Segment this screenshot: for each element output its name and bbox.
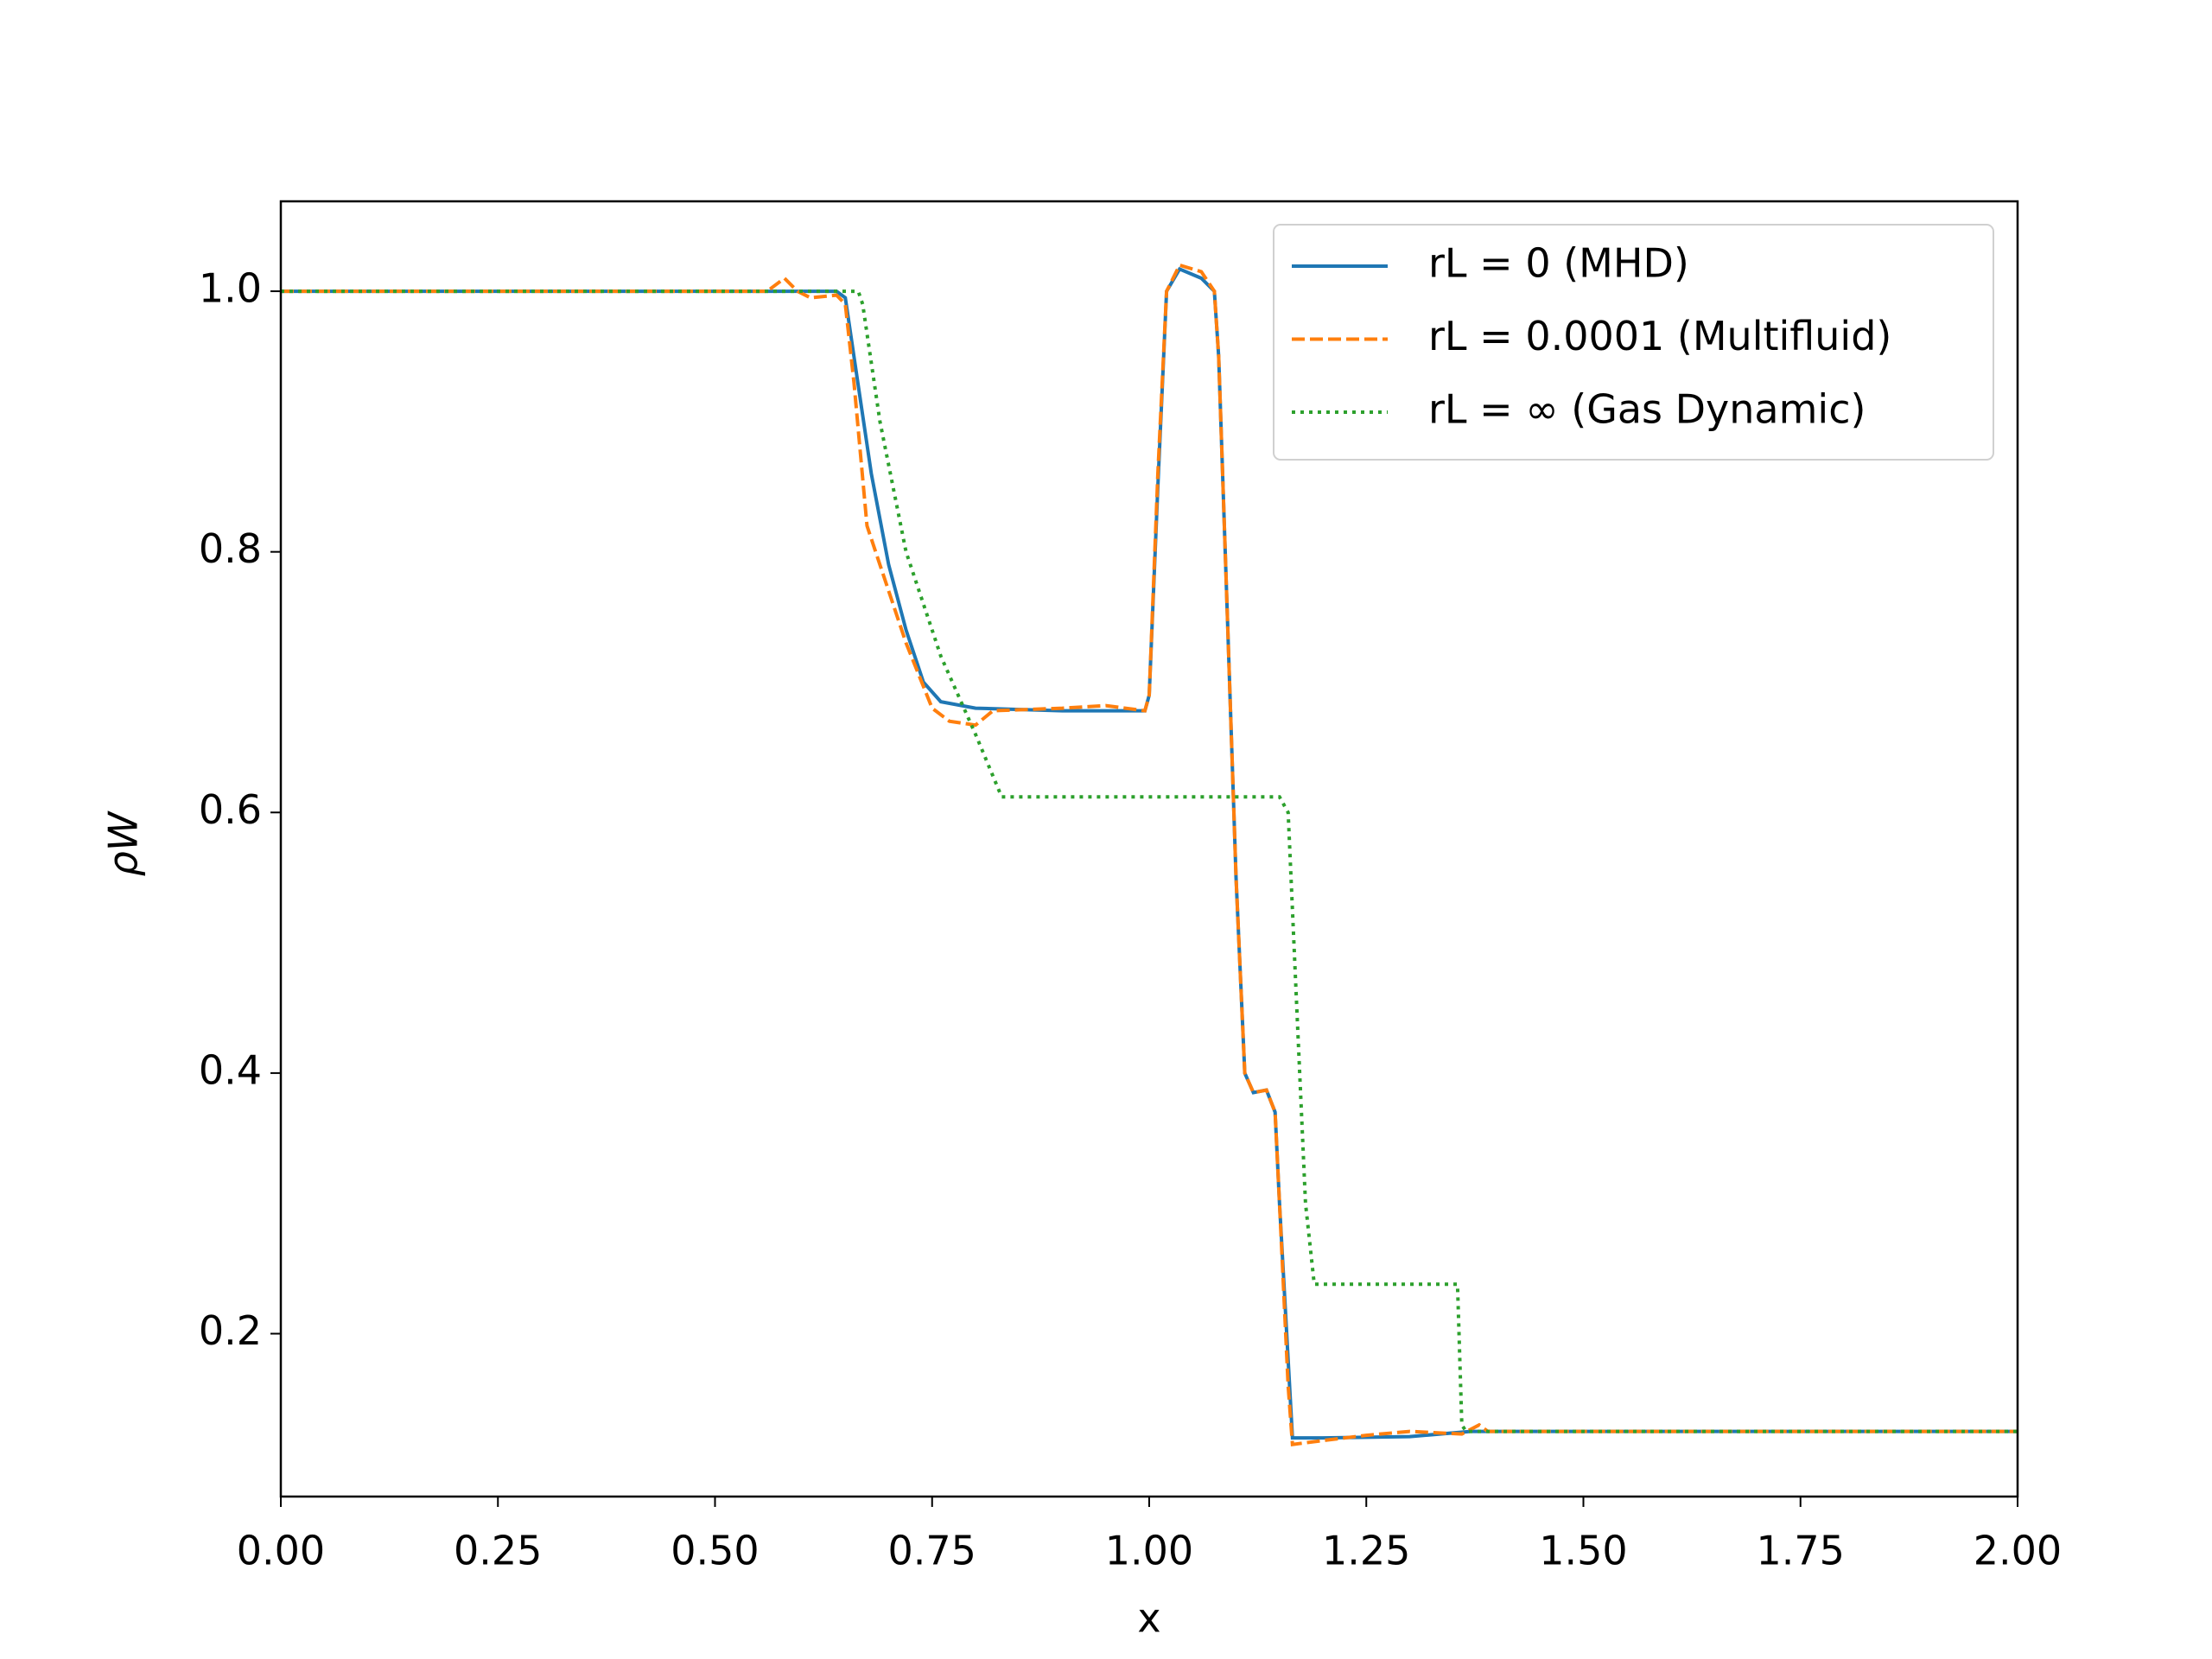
series-line [281, 263, 2018, 1446]
y-tick-label: 0.6 [199, 786, 262, 833]
y-tick-label: 0.4 [199, 1046, 262, 1093]
x-tick-label: 2.00 [1974, 1528, 2062, 1574]
legend-box [1273, 224, 1994, 461]
x-tick-label: 0.50 [671, 1528, 759, 1574]
x-tick-label: 1.50 [1539, 1528, 1627, 1574]
x-tick-label: 0.00 [237, 1528, 325, 1574]
x-axis-label: x [1137, 1595, 1160, 1642]
y-tick-label: 0.8 [199, 525, 262, 572]
y-tick-label: 0.2 [199, 1307, 262, 1354]
plot-frame [279, 200, 2019, 1498]
legend-label: rL = ∞ (Gas Dynamic) [1428, 386, 1866, 433]
y-axis-label: ρW [100, 810, 147, 876]
x-tick-label: 1.75 [1757, 1528, 1845, 1574]
legend-label: rL = 0 (MHD) [1428, 240, 1689, 287]
x-tick-label: 0.25 [454, 1528, 542, 1574]
series-line [281, 289, 2018, 1433]
y-tick-label: 1.0 [199, 265, 262, 312]
legend-label: rL = 0.0001 (Multifluid) [1428, 313, 1891, 359]
x-tick-label: 1.25 [1322, 1528, 1410, 1574]
x-tick-label: 1.00 [1105, 1528, 1193, 1574]
x-tick-label: 0.75 [888, 1528, 976, 1574]
